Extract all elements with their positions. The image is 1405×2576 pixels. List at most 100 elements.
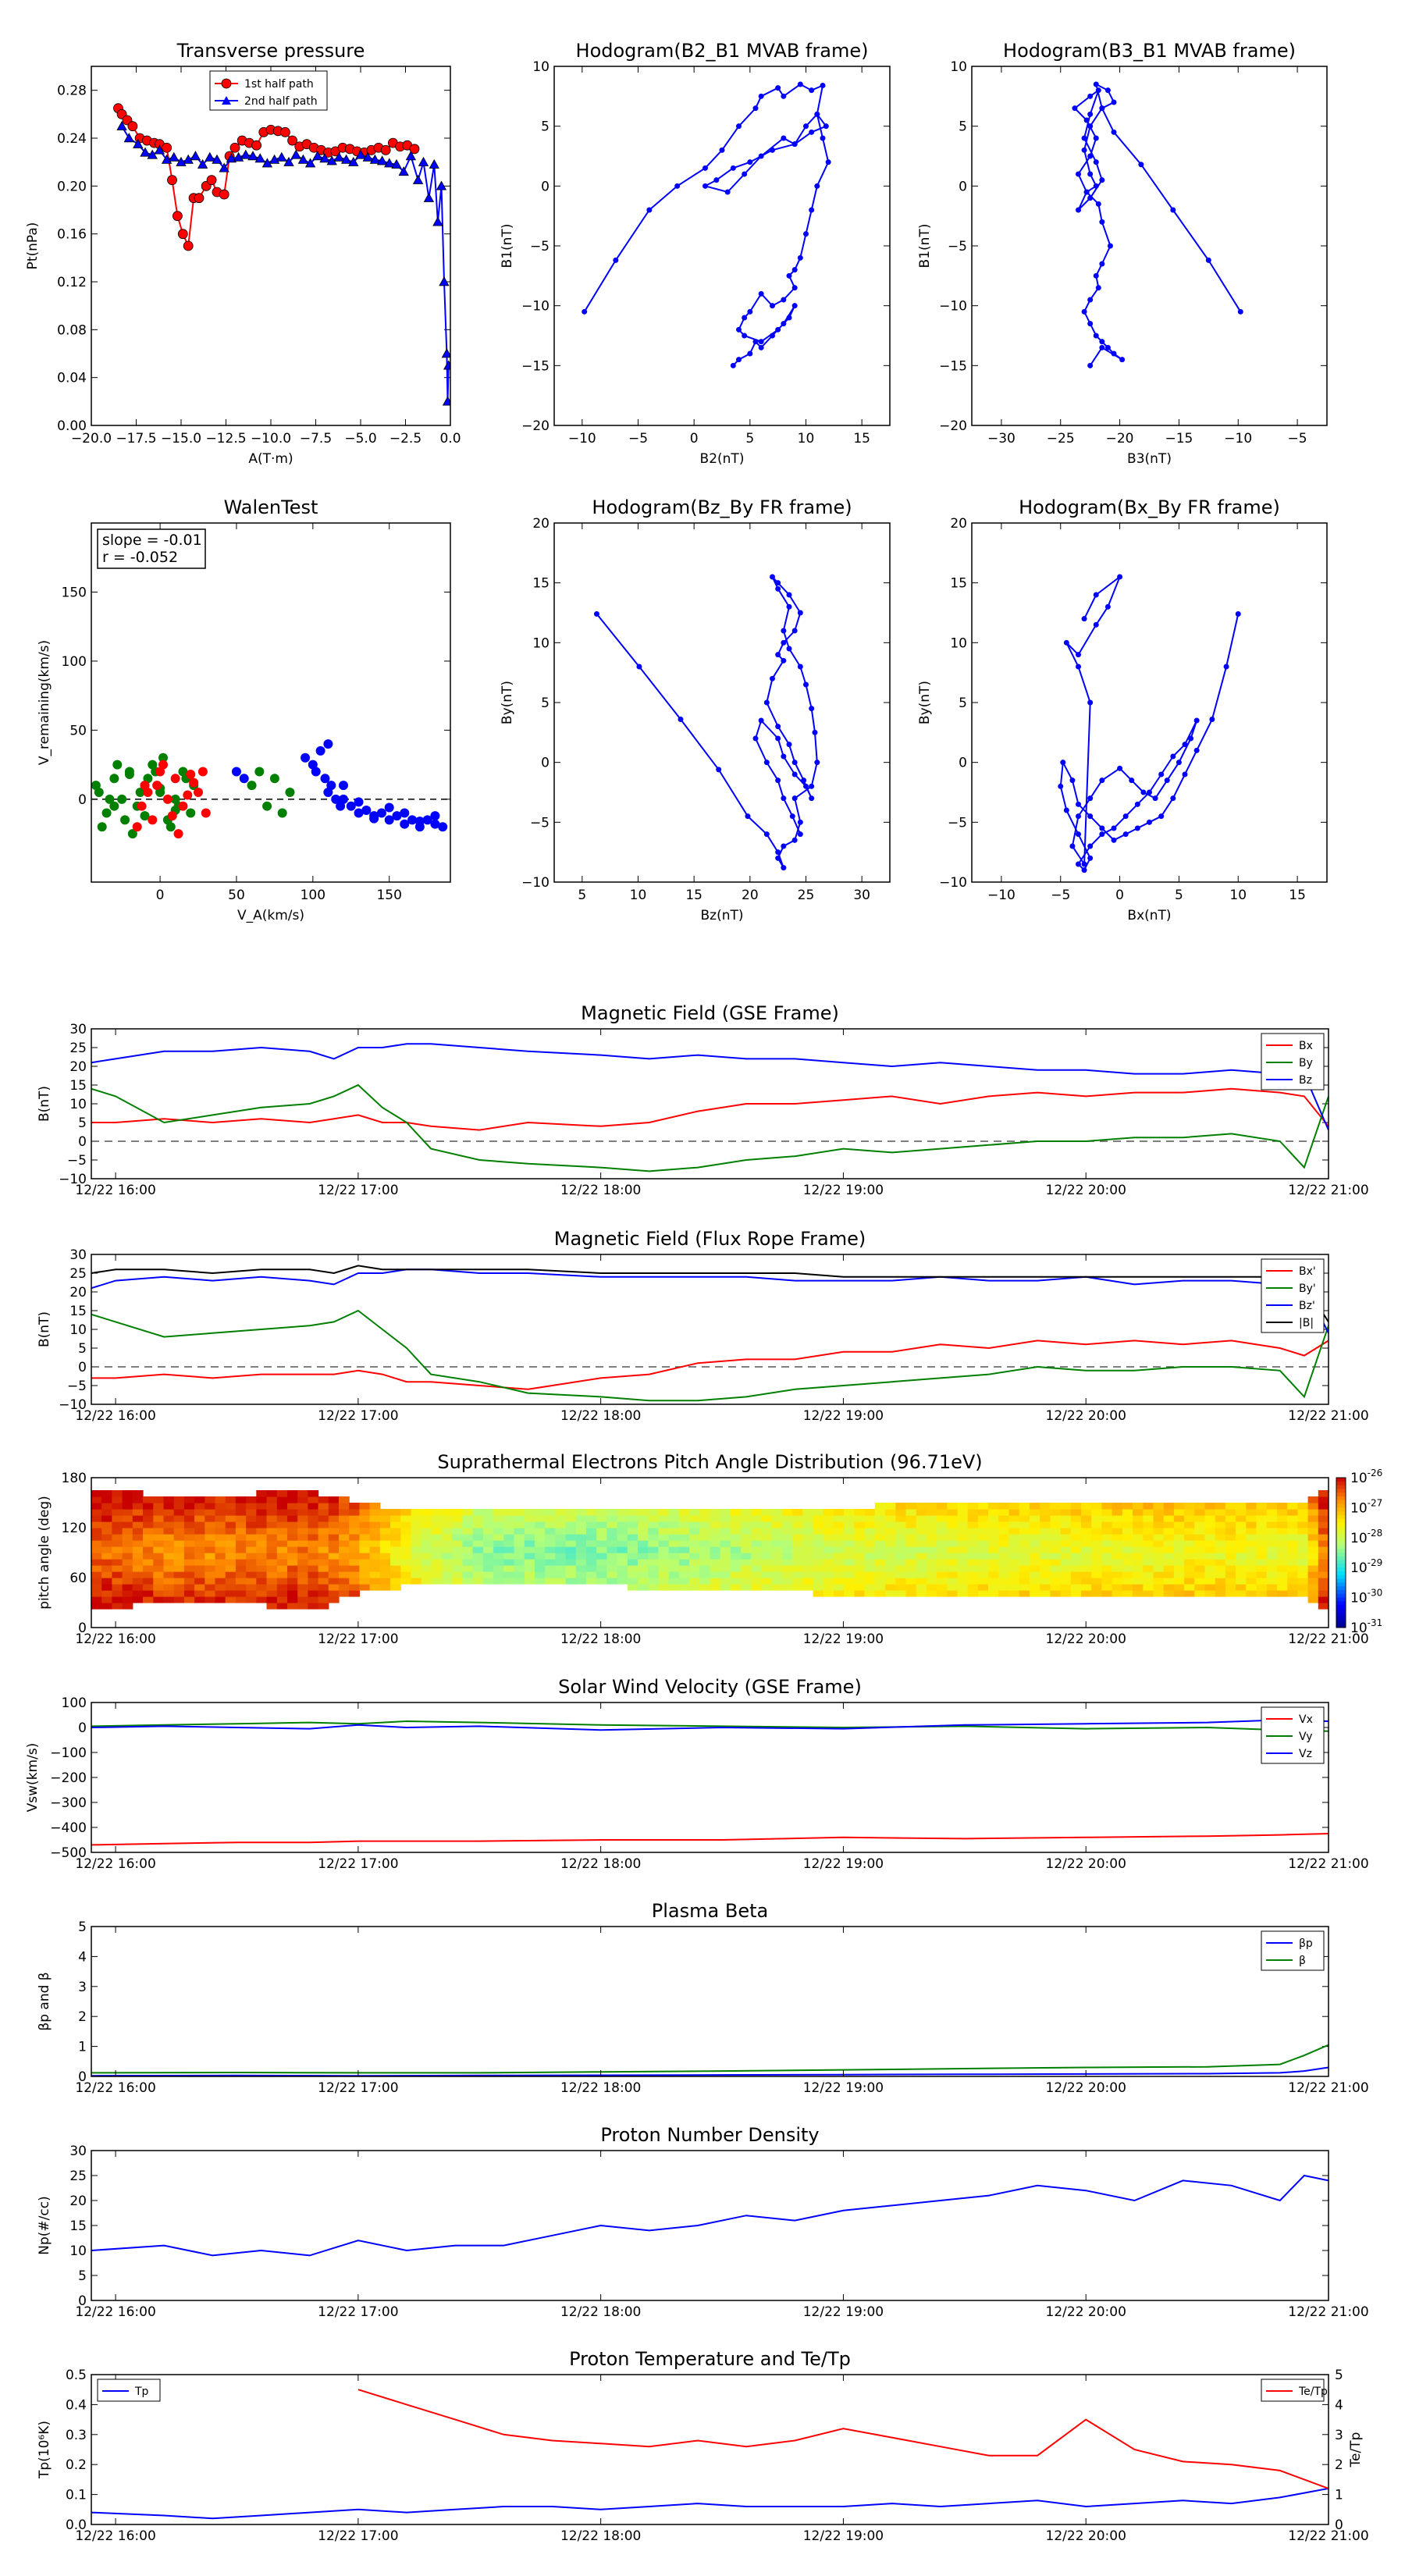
- hodogram-point: [1072, 105, 1078, 112]
- heatmap-cell: [1101, 1571, 1113, 1578]
- hodogram-point: [809, 795, 815, 802]
- panel-p_np: Proton Number Density051015202530Np(#/cc…: [37, 2124, 1369, 2320]
- hodogram-point: [1093, 159, 1099, 165]
- heatmap-cell: [977, 1521, 989, 1528]
- hodogram-point: [797, 610, 803, 616]
- heatmap-cell: [864, 1584, 876, 1591]
- heatmap-cell: [874, 1515, 886, 1522]
- heatmap-cell: [998, 1509, 1010, 1516]
- heatmap-cell: [246, 1559, 257, 1566]
- heatmap-cell: [215, 1509, 226, 1516]
- hodogram-point: [1122, 831, 1129, 838]
- heatmap-cell: [132, 1496, 144, 1503]
- heatmap-cell: [153, 1515, 165, 1522]
- heatmap-cell: [205, 1546, 216, 1553]
- heatmap-cell: [369, 1578, 381, 1585]
- hodogram-point: [1087, 362, 1094, 368]
- heatmap-cell: [1194, 1571, 1206, 1578]
- heatmap-cell: [720, 1521, 731, 1528]
- heatmap-cell: [1040, 1546, 1051, 1553]
- heatmap-cell: [256, 1571, 268, 1578]
- heatmap-cell: [834, 1553, 845, 1560]
- heatmap-cell: [101, 1553, 112, 1560]
- heatmap-cell: [318, 1503, 329, 1510]
- heatmap-cell: [266, 1603, 278, 1610]
- heatmap-cell: [1050, 1571, 1062, 1578]
- heatmap-cell: [163, 1578, 175, 1585]
- heatmap-cell: [297, 1584, 308, 1591]
- heatmap-cell: [627, 1521, 638, 1528]
- heatmap-cell: [225, 1590, 237, 1597]
- heatmap-cell: [308, 1559, 319, 1566]
- heatmap-cell: [308, 1515, 319, 1522]
- heatmap-cell: [1143, 1590, 1154, 1597]
- x-tick-label: −10: [1224, 431, 1252, 447]
- heatmap-cell: [586, 1540, 597, 1547]
- heatmap-cell: [132, 1596, 144, 1603]
- heatmap-cell: [854, 1553, 866, 1560]
- heatmap-cell: [1153, 1509, 1165, 1516]
- heatmap-cell: [400, 1509, 412, 1516]
- heatmap-cell: [916, 1584, 927, 1591]
- heatmap-cell: [1246, 1590, 1257, 1597]
- heatmap-cell: [276, 1534, 288, 1541]
- heatmap-cell: [287, 1528, 298, 1535]
- y-tick-label: −100: [50, 1745, 87, 1761]
- y-tick-label: 5: [959, 696, 967, 711]
- hodogram-point: [781, 93, 787, 99]
- heatmap-cell: [183, 1540, 195, 1547]
- heatmap-cell: [874, 1553, 886, 1560]
- heatmap-cell: [369, 1503, 381, 1510]
- data-point: [162, 142, 173, 153]
- heatmap-cell: [1297, 1578, 1309, 1585]
- heatmap-cell: [379, 1578, 391, 1585]
- heatmap-cell: [751, 1509, 763, 1516]
- heatmap-cell: [390, 1559, 401, 1566]
- heatmap-cell: [1143, 1540, 1154, 1547]
- heatmap-cell: [493, 1546, 504, 1553]
- heatmap-cell: [1236, 1546, 1247, 1553]
- y-tick-label: 0: [78, 2069, 87, 2085]
- time-tick-label: 12/22 17:00: [318, 2528, 398, 2544]
- heatmap-cell: [462, 1528, 474, 1535]
- data-point: [340, 154, 352, 164]
- time-tick-label: 12/22 21:00: [1288, 2304, 1368, 2320]
- time-tick-label: 12/22 18:00: [560, 2528, 641, 2544]
- heatmap-cell: [266, 1503, 278, 1510]
- hodogram-point: [1140, 789, 1147, 795]
- data-point: [147, 149, 158, 159]
- heatmap-cell: [287, 1515, 298, 1522]
- heatmap-cell: [153, 1571, 165, 1578]
- heatmap-cell: [1266, 1571, 1278, 1578]
- scatter-point: [158, 753, 168, 763]
- heatmap-cell: [617, 1571, 628, 1578]
- hodogram-point: [1147, 819, 1152, 825]
- heatmap-cell: [1030, 1521, 1040, 1528]
- heatmap-cell: [678, 1546, 690, 1553]
- colorbar-cell: [1336, 1620, 1346, 1624]
- heatmap-cell: [173, 1590, 185, 1597]
- heatmap-cell: [1225, 1578, 1236, 1585]
- heatmap-cell: [1122, 1521, 1133, 1528]
- y-tick-label: 30: [69, 1247, 87, 1263]
- heatmap-cell: [813, 1521, 824, 1528]
- heatmap-cell: [452, 1553, 464, 1560]
- heatmap-cell: [183, 1596, 195, 1603]
- heatmap-cell: [452, 1528, 464, 1535]
- heatmap-cell: [349, 1584, 360, 1591]
- colorbar-cell: [1336, 1526, 1346, 1531]
- heatmap-cell: [916, 1528, 927, 1535]
- heatmap-cell: [575, 1509, 587, 1516]
- heatmap-cell: [617, 1565, 628, 1572]
- heatmap-cell: [462, 1515, 474, 1522]
- series-By': [91, 1309, 1329, 1402]
- heatmap-cell: [874, 1559, 886, 1566]
- heatmap-cell: [823, 1521, 834, 1528]
- data-point: [167, 175, 177, 186]
- heatmap-cell: [246, 1528, 257, 1535]
- heatmap-cell: [957, 1540, 969, 1547]
- hodogram-point: [781, 843, 787, 849]
- heatmap-cell: [256, 1578, 268, 1585]
- heatmap-cell: [503, 1528, 515, 1535]
- heatmap-cell: [864, 1534, 876, 1541]
